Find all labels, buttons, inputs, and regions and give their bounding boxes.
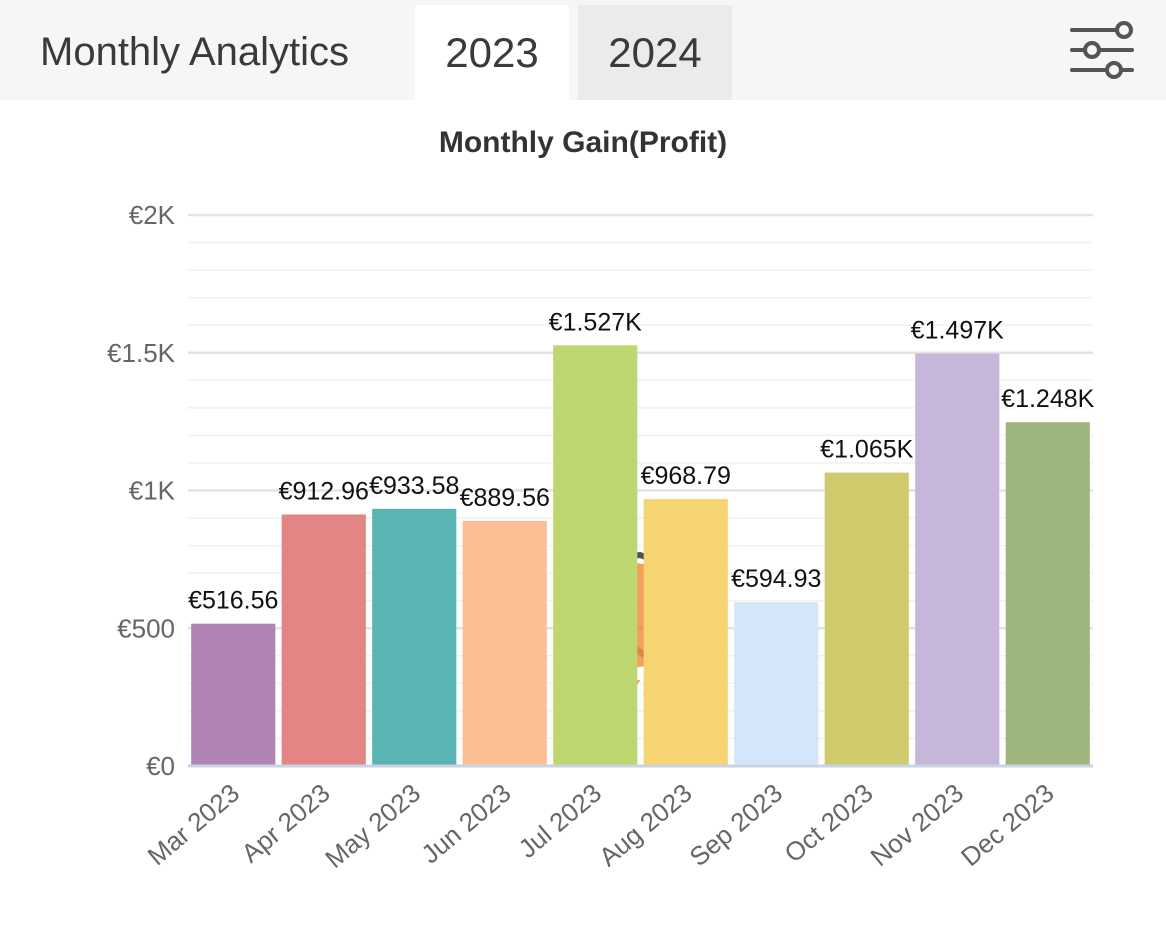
data-label: €516.56 [188,587,278,615]
x-tick-label: Sep 2023 [684,778,789,873]
x-tick-label: May 2023 [319,778,426,874]
x-tick-label: Oct 2023 [778,778,878,869]
bar[interactable] [281,514,366,766]
data-label: €968.79 [641,462,731,490]
bar[interactable] [734,602,819,766]
y-tick-label: €500 [117,613,175,643]
x-tick-label: Jun 2023 [415,778,516,870]
top-bar: Monthly Analytics 2023 2024 [0,0,1166,100]
tab-2024[interactable]: 2024 [578,5,732,100]
data-label: €1.527K [549,308,642,336]
data-label: €594.93 [731,565,821,593]
x-tick-label: Dec 2023 [955,778,1060,873]
y-tick-label: €2K [129,200,176,230]
y-tick-label: €0 [146,751,175,781]
tab-2023[interactable]: 2023 [415,5,569,100]
bar[interactable] [824,472,909,766]
page-title: Monthly Analytics [40,30,350,74]
filter-button[interactable] [1064,18,1140,84]
data-label: €912.96 [279,477,369,505]
x-tick-label: Aug 2023 [593,778,698,873]
y-tick-label: €1.5K [107,338,176,368]
bar[interactable] [1005,422,1090,766]
x-tick-label: Apr 2023 [235,778,335,869]
x-tick-label: Jul 2023 [513,778,608,864]
data-label: €933.58 [369,472,459,500]
bar[interactable] [462,520,547,766]
data-label: €889.56 [460,484,550,512]
y-tick-label: €1K [129,476,176,506]
x-tick-label: Nov 2023 [865,778,970,873]
data-label: €1.065K [820,436,913,464]
bar[interactable] [643,499,728,766]
data-label: €1.248K [1001,385,1094,413]
bar[interactable] [372,508,457,766]
chart-title: Monthly Gain(Profit) [438,126,728,159]
sliders-icon [1070,21,1134,79]
bar[interactable] [915,353,1000,766]
x-tick-label: Mar 2023 [142,778,245,872]
bar[interactable] [191,623,276,766]
bar[interactable] [553,345,638,766]
data-label: €1.497K [911,317,1004,345]
